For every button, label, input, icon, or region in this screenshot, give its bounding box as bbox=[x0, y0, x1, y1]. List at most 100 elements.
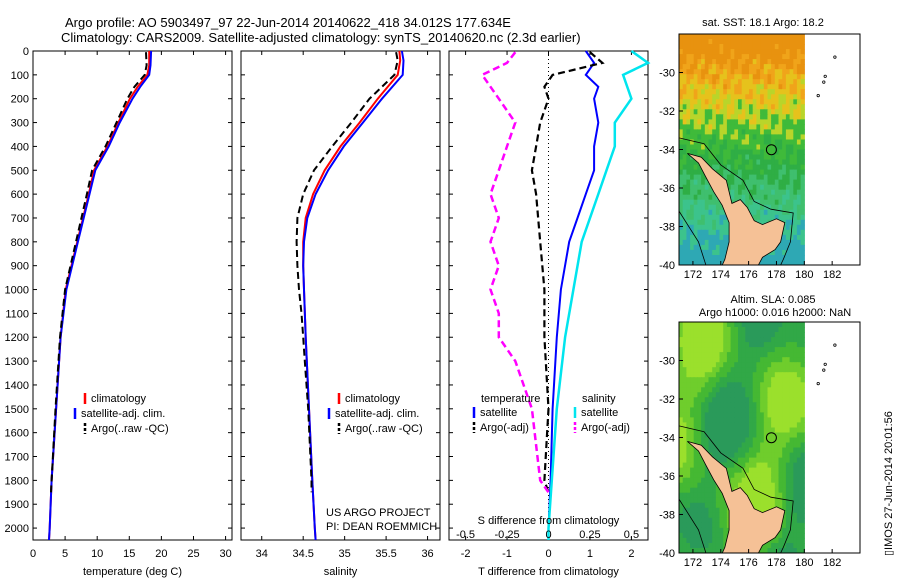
map-cell bbox=[793, 164, 798, 171]
map-cell bbox=[763, 447, 769, 454]
map-cell bbox=[789, 44, 794, 50]
map-cell bbox=[734, 442, 739, 449]
map-cell bbox=[749, 44, 754, 50]
map-cell bbox=[745, 402, 750, 408]
map-cell bbox=[701, 49, 706, 55]
map-cell bbox=[730, 322, 735, 328]
map-cell bbox=[763, 362, 769, 368]
map-cell bbox=[796, 457, 802, 464]
map-cell bbox=[719, 527, 724, 534]
map-cell bbox=[715, 352, 721, 358]
map-cell bbox=[679, 239, 684, 246]
map-cell bbox=[800, 199, 805, 206]
map-cell bbox=[800, 347, 805, 353]
map-cell bbox=[701, 402, 706, 408]
map-cell bbox=[726, 457, 732, 464]
legend-temp-climatology-label: climatology bbox=[91, 393, 147, 405]
map-cell bbox=[701, 234, 706, 241]
map-cell bbox=[708, 477, 713, 484]
islet-marker bbox=[823, 362, 827, 366]
map-cell bbox=[782, 452, 787, 459]
map-cell bbox=[693, 229, 698, 236]
map-cell bbox=[697, 69, 702, 75]
map-cell bbox=[704, 44, 710, 50]
map-cell bbox=[730, 129, 735, 135]
map-cell bbox=[734, 154, 739, 161]
map-cell bbox=[726, 84, 732, 90]
map-cell bbox=[785, 407, 791, 413]
map-cell bbox=[749, 422, 754, 428]
map-cell bbox=[734, 99, 739, 105]
map-cell bbox=[701, 139, 706, 146]
map-cell bbox=[723, 322, 728, 328]
map-cell bbox=[679, 174, 684, 181]
map-cell bbox=[715, 497, 721, 504]
map-cell bbox=[774, 377, 780, 383]
map-cell bbox=[756, 204, 761, 211]
map-cell bbox=[682, 179, 687, 186]
map-cell bbox=[771, 377, 776, 383]
map-cell bbox=[730, 487, 735, 494]
map-cell bbox=[763, 322, 769, 328]
header-line-2: Climatology: CARS2009. Satellite-adjuste… bbox=[61, 30, 581, 45]
map-cell bbox=[693, 119, 698, 125]
map-cell bbox=[734, 104, 739, 110]
map-cell bbox=[726, 174, 732, 181]
map-cell bbox=[686, 437, 691, 444]
map-cell bbox=[693, 332, 698, 338]
map-cell bbox=[767, 114, 772, 120]
map-cell bbox=[738, 472, 743, 479]
map-cell bbox=[730, 164, 735, 171]
map-cell bbox=[767, 139, 772, 146]
map-cell bbox=[785, 377, 791, 383]
map-cell bbox=[763, 74, 769, 80]
map-cell bbox=[693, 422, 698, 428]
map-cell bbox=[741, 432, 746, 439]
map-cell bbox=[793, 84, 798, 90]
map-cell bbox=[796, 94, 802, 100]
map-cell bbox=[708, 532, 713, 539]
map-cell bbox=[734, 114, 739, 120]
map-cell bbox=[701, 260, 706, 265]
map-cell bbox=[715, 84, 721, 90]
map-cell bbox=[749, 487, 754, 494]
map-cell bbox=[719, 59, 724, 65]
map-cell bbox=[708, 497, 713, 504]
map-cell bbox=[778, 432, 783, 439]
map-cell bbox=[730, 472, 735, 479]
map-cell bbox=[793, 209, 798, 216]
map-cell bbox=[690, 255, 695, 261]
map-cell bbox=[771, 437, 776, 444]
map-cell bbox=[767, 179, 772, 186]
map-cell bbox=[767, 199, 772, 206]
map-cell bbox=[771, 342, 776, 348]
map-cell bbox=[719, 84, 724, 90]
map-cell bbox=[749, 392, 754, 398]
map-cell bbox=[734, 387, 739, 393]
map-cell bbox=[690, 497, 695, 504]
map-cell bbox=[771, 492, 776, 499]
map-cell bbox=[749, 432, 754, 439]
map-cell bbox=[796, 543, 802, 549]
map-cell bbox=[741, 89, 746, 95]
map-cell bbox=[712, 447, 717, 454]
map-cell bbox=[686, 417, 691, 423]
map-cell bbox=[679, 492, 684, 499]
map-cell bbox=[730, 69, 735, 75]
map-cell bbox=[690, 357, 695, 363]
map-cell bbox=[793, 74, 798, 80]
map-cell bbox=[763, 59, 769, 65]
map-cell bbox=[715, 54, 721, 60]
map-cell bbox=[789, 342, 794, 348]
map-cell bbox=[734, 412, 739, 418]
map-cell bbox=[800, 397, 805, 403]
map-cell bbox=[701, 249, 706, 256]
map-cell bbox=[771, 109, 776, 115]
map-cell bbox=[767, 84, 772, 90]
map-cell bbox=[738, 174, 743, 181]
map-cell bbox=[782, 64, 787, 70]
map-cell bbox=[690, 472, 695, 479]
map-cell bbox=[708, 387, 713, 393]
map-cell bbox=[771, 497, 776, 504]
map-cell bbox=[756, 477, 761, 484]
